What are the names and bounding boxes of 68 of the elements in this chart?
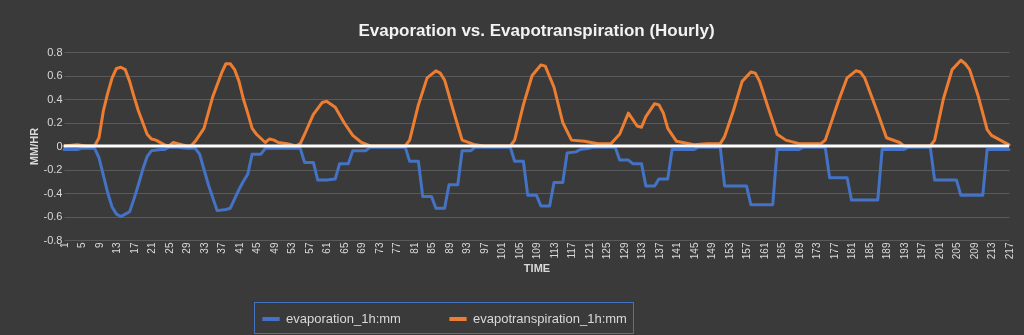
x-tick-label: 13 bbox=[111, 242, 122, 254]
y-tick-label: 0.8 bbox=[47, 45, 63, 58]
x-tick-label: 89 bbox=[443, 242, 455, 254]
x-tick-label: 169 bbox=[793, 242, 805, 260]
x-tick-label: 41 bbox=[233, 242, 245, 254]
line-series bbox=[62, 58, 1011, 148]
x-tick-label: 5 bbox=[76, 242, 87, 249]
x-tick-label: 101 bbox=[496, 242, 507, 260]
x-tick-label: 161 bbox=[758, 242, 770, 260]
x-tick-label: 77 bbox=[391, 242, 402, 254]
x-tick-label: 181 bbox=[846, 242, 857, 260]
x-tick-label: 33 bbox=[198, 242, 210, 254]
legend-label: evapotranspiration_1h:mm bbox=[473, 311, 627, 326]
x-tick-label: 129 bbox=[618, 242, 630, 260]
x-tick-label: 133 bbox=[636, 242, 647, 260]
x-tick-label: 109 bbox=[531, 242, 542, 260]
y-tick-label: 0.2 bbox=[47, 116, 63, 128]
x-tick-label: 213 bbox=[986, 242, 997, 260]
y-axis-title: MM/HR bbox=[27, 127, 40, 166]
x-tick-label: 125 bbox=[601, 242, 612, 260]
x-tick-label: 53 bbox=[286, 242, 297, 254]
x-tick-label: 113 bbox=[548, 242, 560, 259]
x-tick-label: 165 bbox=[776, 242, 787, 260]
x-tick-label: 217 bbox=[1003, 242, 1015, 260]
x-tick-label: 201 bbox=[933, 242, 945, 260]
y-tick-label: -0.2 bbox=[43, 163, 63, 175]
x-tick-label: 9 bbox=[93, 242, 105, 249]
y-tick-label: -0.6 bbox=[43, 210, 63, 222]
x-tick-label: 21 bbox=[146, 242, 157, 254]
x-tick-label: 61 bbox=[321, 242, 332, 254]
x-tick-label: 49 bbox=[268, 242, 280, 254]
x-tick-label: 117 bbox=[566, 242, 577, 259]
x-tick-label: 153 bbox=[723, 242, 735, 260]
x-tick-label: 177 bbox=[828, 242, 840, 260]
x-tick-label: 141 bbox=[671, 242, 682, 260]
x-tick-label: 197 bbox=[916, 242, 927, 260]
x-tick-label: 209 bbox=[968, 242, 980, 260]
x-tick-label: 149 bbox=[706, 242, 717, 260]
x-tick-label: 65 bbox=[338, 242, 350, 254]
x-tick-label: 205 bbox=[951, 242, 962, 260]
y-tick-label: 0.6 bbox=[47, 69, 63, 81]
x-tick-label: 29 bbox=[181, 242, 192, 254]
x-tick-label: 57 bbox=[303, 242, 315, 254]
x-tick-label: 25 bbox=[163, 242, 175, 254]
x-tick-label: 97 bbox=[478, 242, 490, 254]
x-tick-label: 45 bbox=[251, 242, 262, 254]
chart-title: Evaporation vs. Evapotranspiration (Hourly) bbox=[358, 21, 715, 40]
x-tick-label: 105 bbox=[513, 242, 525, 260]
x-tick-label: 93 bbox=[461, 242, 472, 254]
y-tick-label: 0 bbox=[56, 139, 63, 152]
x-tick-label: 81 bbox=[408, 242, 420, 254]
x-tick-label: 189 bbox=[881, 242, 892, 260]
x-axis-title: TIME bbox=[523, 262, 551, 275]
x-tick-label: 157 bbox=[741, 242, 752, 260]
x-tick-label: 121 bbox=[583, 242, 595, 260]
x-tick-label: 73 bbox=[373, 242, 385, 254]
x-tick-label: 85 bbox=[426, 242, 437, 254]
x-tick-label: 173 bbox=[811, 242, 822, 260]
x-tick-label: 137 bbox=[653, 242, 665, 260]
x-tick-label: 185 bbox=[863, 242, 875, 260]
y-tick-label: 0.4 bbox=[47, 92, 63, 105]
x-tick-label: 193 bbox=[898, 242, 910, 260]
x-tick-label: 17 bbox=[128, 242, 140, 254]
x-tick-label: 37 bbox=[216, 242, 227, 254]
y-tick-label: -0.4 bbox=[43, 186, 63, 199]
x-tick-label: 145 bbox=[688, 242, 700, 260]
legend-label: evaporation_1h:mm bbox=[286, 311, 401, 326]
x-tick-label: 69 bbox=[356, 242, 367, 254]
